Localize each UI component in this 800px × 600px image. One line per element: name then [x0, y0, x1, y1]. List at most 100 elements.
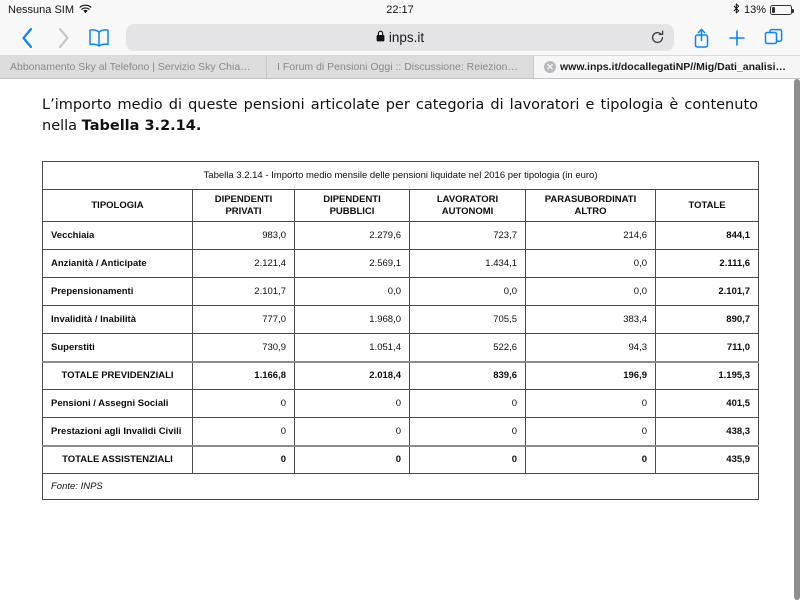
cell-parasubordinati-altro: 0 [525, 389, 656, 419]
table-row: Pensioni / Assegni Sociali 0 0 0 0 401,5 [42, 389, 760, 419]
header-line-1: DIPENDENTI [323, 193, 381, 205]
table-caption-row: Tabella 3.2.14 - Importo medio mensile d… [41, 161, 760, 191]
cell-dipendenti-pubblici: 1.968,0 [294, 305, 410, 335]
row-label: TOTALE PREVIDENZIALI [42, 360, 193, 391]
column-header-tipologia: TIPOLOGIA [42, 189, 193, 223]
cell-dipendenti-pubblici: 0 [294, 417, 410, 447]
cell-parasubordinati-altro: 196,9 [525, 360, 656, 391]
status-right: 13% [733, 3, 794, 17]
cell-lavoratori-autonomi: 0 [409, 444, 526, 475]
cell-lavoratori-autonomi: 0,0 [409, 277, 526, 307]
cell-parasubordinati-altro: 0 [525, 417, 656, 447]
address-bar-text: inps.it [376, 30, 424, 45]
share-button[interactable] [684, 23, 718, 53]
cell-dipendenti-pubblici: 0 [294, 389, 410, 419]
intro-paragraph: L’importo medio di queste pensioni artic… [42, 95, 758, 137]
back-button[interactable] [10, 23, 44, 53]
header-line-2: ALTRO [574, 205, 607, 217]
table-row: Prestazioni agli Invalidi Civili 0 0 0 0… [42, 417, 760, 447]
cell-parasubordinati-altro: 383,4 [525, 305, 656, 335]
cell-dipendenti-privati: 777,0 [192, 305, 295, 335]
tab-label: Abbonamento Sky al Telefono | Servizio S… [10, 61, 256, 73]
scrollbar-thumb[interactable] [794, 79, 800, 600]
cell-lavoratori-autonomi: 0 [409, 417, 526, 447]
cell-lavoratori-autonomi: 839,6 [409, 360, 526, 391]
cell-dipendenti-privati: 730,9 [192, 333, 295, 363]
table-row-total-previdenziali: TOTALE PREVIDENZIALI 1.166,8 2.018,4 839… [42, 360, 760, 391]
carrier-label: Nessuna SIM [8, 4, 75, 16]
cell-parasubordinati-altro: 94,3 [525, 333, 656, 363]
cell-dipendenti-privati: 1.166,8 [192, 360, 295, 391]
row-label: Anzianità / Anticipate [42, 249, 193, 279]
header-line-1: LAVORATORI [436, 193, 499, 205]
table-reference: Tabella 3.2.14. [81, 118, 202, 135]
pension-average-table: Tabella 3.2.14 - Importo medio mensile d… [41, 161, 760, 501]
table-row: Prepensionamenti 2.101,7 0,0 0,0 0,0 2.1… [42, 277, 760, 307]
tab-0[interactable]: Abbonamento Sky al Telefono | Servizio S… [0, 56, 267, 78]
row-label: Superstiti [42, 333, 193, 363]
cell-lavoratori-autonomi: 705,5 [409, 305, 526, 335]
table-source-note: Fonte: INPS [41, 473, 760, 501]
header-line-2: AUTONOMI [441, 205, 494, 217]
cell-dipendenti-privati: 983,0 [192, 221, 295, 251]
column-header-parasubordinati-altro: PARASUBORDINATI ALTRO [525, 189, 656, 223]
cell-lavoratori-autonomi: 1.434,1 [409, 249, 526, 279]
row-label: Pensioni / Assegni Sociali [42, 389, 193, 419]
bookmarks-button[interactable] [82, 23, 116, 53]
table-row: Anzianità / Anticipate 2.121,4 2.569,1 1… [42, 249, 760, 279]
cell-parasubordinati-altro: 0,0 [525, 277, 656, 307]
cell-parasubordinati-altro: 0,0 [525, 249, 656, 279]
table-row: Superstiti 730,9 1.051,4 522,6 94,3 711,… [42, 333, 760, 363]
cell-dipendenti-pubblici: 2.018,4 [294, 360, 410, 391]
cell-dipendenti-privati: 0 [192, 417, 295, 447]
reload-icon[interactable] [648, 29, 666, 47]
table-footnote-row: Fonte: INPS [41, 473, 760, 501]
header-line-1: DIPENDENTI [214, 193, 273, 205]
cell-totale: 401,5 [654, 389, 760, 419]
wifi-icon [79, 4, 92, 17]
cell-totale: 2.111,6 [654, 249, 760, 279]
cell-parasubordinati-altro: 0 [525, 444, 656, 475]
tab-2-active[interactable]: ✕ www.inps.it/docallegatiNP//Mig/Dati_an… [534, 56, 800, 78]
table-container: Tabella 3.2.14 - Importo medio mensile d… [41, 161, 760, 501]
table-row-total-assistenziali: TOTALE ASSISTENZIALI 0 0 0 0 435,9 [42, 444, 760, 475]
cell-totale: 435,9 [654, 444, 760, 475]
battery-icon [770, 5, 794, 15]
address-bar[interactable]: inps.it [126, 24, 674, 51]
header-line-2: PUBBLICI [329, 205, 375, 217]
tabs-overview-button[interactable] [756, 23, 790, 53]
browser-toolbar: inps.it [0, 20, 800, 56]
row-label: Vecchiaia [42, 221, 193, 251]
new-tab-button[interactable] [720, 23, 754, 53]
row-label: Prestazioni agli Invalidi Civili [42, 417, 193, 447]
table-row: Invalidità / Inabilità 777,0 1.968,0 705… [42, 305, 760, 335]
table-header-row: TIPOLOGIA DIPENDENTI PRIVATI DIPENDENTI … [42, 189, 760, 223]
cell-parasubordinati-altro: 214,6 [525, 221, 656, 251]
cell-dipendenti-privati: 0 [192, 389, 295, 419]
close-icon[interactable]: ✕ [544, 61, 556, 73]
paragraph-text: L’importo medio di queste pensioni artic… [42, 97, 758, 135]
cell-totale: 890,7 [654, 305, 760, 335]
tab-1[interactable]: I Forum di Pensioni Oggi :: Discussione:… [267, 56, 534, 78]
cell-dipendenti-privati: 2.101,7 [192, 277, 295, 307]
column-header-dipendenti-pubblici: DIPENDENTI PUBBLICI [294, 189, 410, 223]
row-label: Invalidità / Inabilità [42, 305, 193, 335]
cell-dipendenti-pubblici: 2.569,1 [294, 249, 410, 279]
status-left: Nessuna SIM [8, 4, 92, 17]
forward-button[interactable] [46, 23, 80, 53]
web-page-viewport: L’importo medio di queste pensioni artic… [0, 79, 800, 600]
header-line-2: PRIVATI [225, 205, 262, 217]
cell-totale: 438,3 [654, 417, 760, 447]
cell-dipendenti-pubblici: 0,0 [294, 277, 410, 307]
bluetooth-icon [733, 3, 740, 17]
tab-label: I Forum di Pensioni Oggi :: Discussione:… [277, 61, 523, 73]
cell-lavoratori-autonomi: 522,6 [409, 333, 526, 363]
page-scrollbar[interactable] [794, 79, 800, 600]
column-header-dipendenti-privati: DIPENDENTI PRIVATI [192, 189, 295, 223]
header-line-1: PARASUBORDINATI [544, 193, 637, 205]
table-title: Tabella 3.2.14 - Importo medio mensile d… [41, 161, 760, 191]
cell-totale: 2.101,7 [654, 277, 760, 307]
status-clock: 22:17 [386, 4, 414, 16]
url-text: inps.it [388, 30, 425, 45]
cell-dipendenti-privati: 0 [192, 444, 295, 475]
